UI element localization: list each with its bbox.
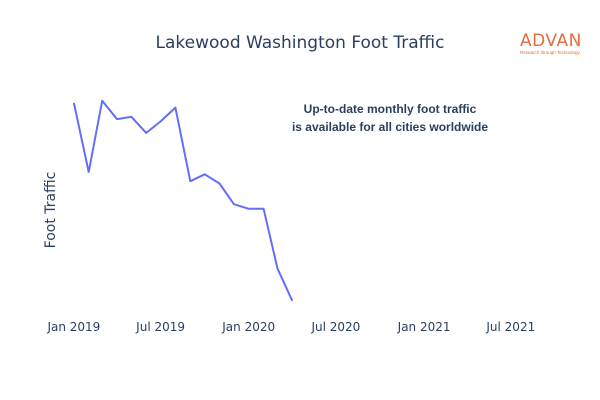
data-point[interactable] [275,266,281,272]
data-point[interactable] [71,100,77,106]
data-point[interactable] [246,206,252,212]
data-point[interactable] [86,169,92,175]
logo-wordmark: ADVAN [520,31,582,51]
advan-logo: ADVAN Research through Technology [520,33,600,56]
chart-title: Lakewood Washington Foot Traffic [155,33,445,53]
annotation-line-2: is available for all cities worldwide [291,120,489,134]
data-point[interactable] [261,206,267,212]
logo-tagline: Research through Technology [520,50,580,55]
data-point[interactable] [217,181,223,187]
data-point[interactable] [99,98,105,104]
x-tick-label: Jan 2020 [221,320,275,334]
chart-annotation: Up-to-date monthly foot traffic is avail… [260,100,520,136]
data-point[interactable] [114,116,120,122]
x-tick-label: Jul 2020 [310,320,360,334]
data-point[interactable] [202,171,208,177]
series-line [72,99,294,302]
data-point[interactable] [128,114,134,120]
x-tick-label: Jul 2021 [485,320,535,334]
data-point[interactable] [231,201,237,207]
data-point[interactable] [289,298,295,304]
data-point[interactable] [172,105,178,111]
x-tick-label: Jan 2021 [397,320,451,334]
data-point[interactable] [158,118,164,124]
data-point[interactable] [187,178,193,184]
x-tick-label: Jan 2019 [46,320,100,334]
annotation-line-1: Up-to-date monthly foot traffic [303,102,477,116]
data-point[interactable] [143,130,149,136]
x-tick-label: Jul 2019 [135,320,185,334]
